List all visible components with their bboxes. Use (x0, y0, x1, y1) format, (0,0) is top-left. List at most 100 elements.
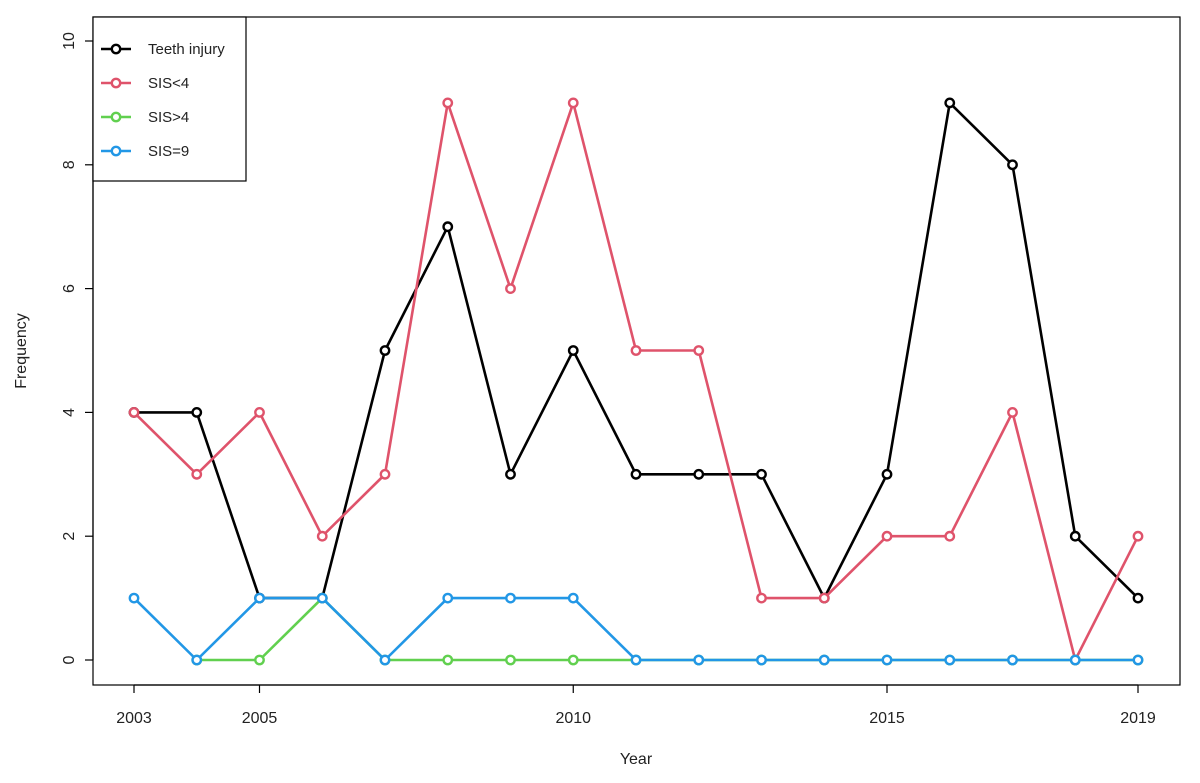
data-point (379, 468, 391, 480)
series-1 (128, 97, 1144, 666)
data-point (316, 530, 328, 542)
series-segment (948, 101, 1014, 167)
series-segment (948, 411, 1014, 538)
series-segment (195, 596, 261, 662)
series-segment (446, 225, 512, 476)
series-segment (1073, 534, 1140, 662)
series-segment (258, 596, 324, 662)
y-tick-label: 0 (61, 655, 78, 664)
y-tick-label: 4 (61, 408, 78, 417)
data-point (756, 654, 767, 666)
x-tick-label: 2015 (869, 710, 905, 727)
data-point (1007, 159, 1018, 171)
data-point (442, 592, 454, 604)
data-point (505, 592, 516, 604)
data-point (944, 654, 956, 666)
legend-label: SIS>4 (148, 109, 189, 126)
series-segment (320, 472, 387, 538)
data-point (693, 654, 705, 666)
series-segment (132, 596, 199, 662)
x-tick-label: 2019 (1120, 710, 1156, 727)
series-segment (195, 411, 261, 600)
data-point (442, 97, 454, 109)
legend-item: SIS<4 (101, 75, 189, 92)
series-segment (571, 349, 638, 476)
legend-swatch-marker (110, 43, 122, 55)
series-segment (195, 411, 261, 476)
data-point (693, 468, 705, 480)
data-point (881, 654, 893, 666)
series-segment (1073, 534, 1140, 600)
data-point (630, 654, 642, 666)
x-tick-label: 2003 (116, 710, 152, 727)
series-2 (191, 592, 1144, 666)
data-point (191, 468, 203, 480)
data-point (1007, 654, 1018, 666)
series-segment (446, 101, 512, 290)
series-segment (697, 349, 763, 600)
data-point (818, 592, 830, 604)
x-axis-title: Year (620, 751, 653, 768)
data-point (818, 654, 830, 666)
series-segment (132, 411, 199, 476)
series-layer (128, 97, 1144, 666)
data-point (1069, 654, 1081, 666)
x-axis: 2003 2005 2010 2015 2019 (116, 684, 1156, 727)
data-point (191, 406, 203, 418)
data-point (756, 592, 767, 604)
legend: Teeth injury SIS<4 SIS>4 SIS=9 (92, 16, 247, 182)
series-3 (128, 592, 1144, 666)
data-point (254, 654, 265, 666)
data-point (1132, 592, 1144, 604)
data-point (630, 468, 642, 480)
data-point (505, 283, 516, 294)
data-point (1069, 530, 1081, 542)
legend-item: SIS=9 (101, 143, 189, 160)
data-point (128, 592, 140, 604)
data-point (1007, 406, 1018, 418)
series-segment (509, 101, 575, 290)
series-segment (822, 534, 889, 600)
series-segment (571, 101, 638, 352)
series-segment (509, 349, 575, 476)
data-point (881, 530, 893, 542)
series-segment (383, 101, 450, 476)
series-segment (1011, 163, 1077, 538)
y-tick-label: 2 (61, 532, 78, 541)
data-point (254, 592, 265, 604)
data-point (1132, 654, 1144, 666)
data-point (567, 592, 579, 604)
y-tick-label: 6 (61, 284, 78, 293)
series-segment (383, 596, 450, 662)
series-segment (885, 101, 952, 476)
series-segment (822, 472, 889, 600)
legend-item: SIS>4 (101, 109, 189, 126)
data-point (693, 345, 705, 356)
legend-item: Teeth injury (101, 41, 225, 58)
y-tick-label: 10 (61, 32, 78, 50)
data-point (379, 345, 391, 356)
x-tick-label: 2010 (555, 710, 591, 727)
data-point (944, 530, 956, 542)
data-point (630, 345, 642, 356)
data-point (944, 97, 956, 109)
legend-swatch-marker (110, 145, 122, 157)
legend-label: SIS<4 (148, 75, 189, 92)
y-tick-label: 8 (61, 160, 78, 169)
legend-label: SIS=9 (148, 143, 189, 160)
data-point (191, 654, 203, 666)
data-point (505, 654, 516, 666)
data-point (316, 592, 328, 604)
data-point (379, 654, 391, 666)
x-tick-label: 2005 (242, 710, 278, 727)
data-point (881, 468, 893, 480)
y-axis-title: Frequency (13, 313, 30, 389)
data-point (442, 221, 454, 233)
legend-swatch-marker (110, 77, 122, 89)
legend-swatch-marker (110, 111, 122, 123)
data-point (442, 654, 454, 666)
series-segment (571, 596, 638, 662)
data-point (567, 345, 579, 356)
data-point (254, 406, 265, 418)
data-point (567, 654, 579, 666)
